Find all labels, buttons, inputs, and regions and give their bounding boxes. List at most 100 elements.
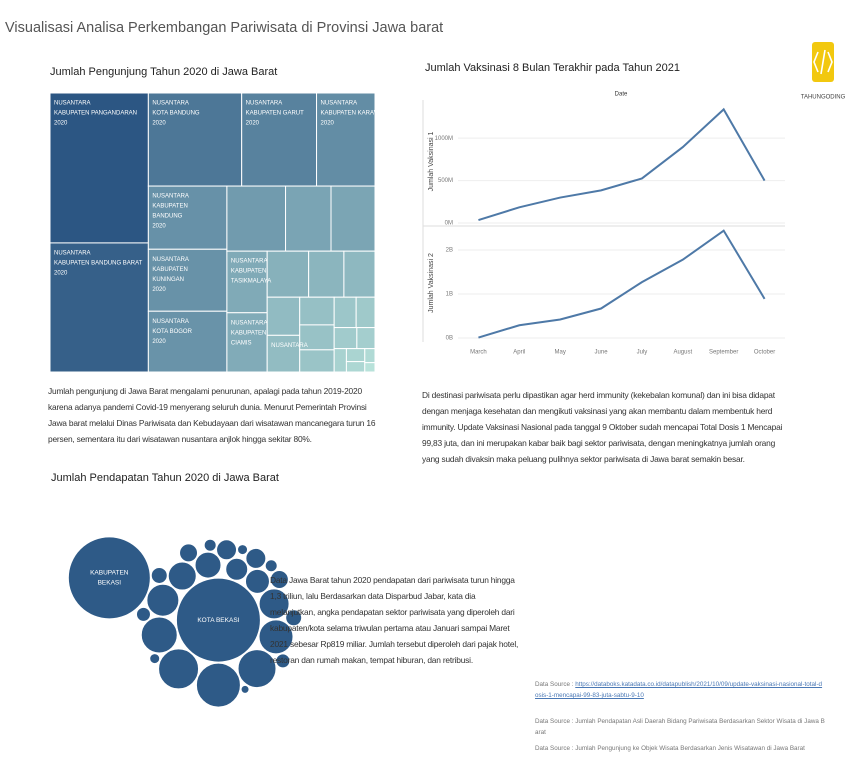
treemap-cell <box>226 185 287 252</box>
cell-label: 2020 <box>54 271 68 277</box>
bubble <box>285 609 303 627</box>
source-prefix: Data Source : <box>535 681 574 688</box>
bubble <box>225 557 249 581</box>
chart-title: Jumlah Pengunjung Tahun 2020 di Jawa Bar… <box>50 66 277 78</box>
logo: TAHUNGODING <box>801 42 846 101</box>
x-tick-label: June <box>595 350 609 356</box>
paragraph: Data Jawa Barat tahun 2020 pendapatan da… <box>270 575 519 665</box>
cell-label: BANDUNG <box>152 214 182 220</box>
bubble <box>167 561 197 591</box>
series-line <box>478 107 766 221</box>
bubble <box>158 648 200 690</box>
cell-label: KOTA BOGOR <box>152 329 192 335</box>
treemap-cell <box>299 296 335 326</box>
cell-label: CIAMIS <box>231 340 252 346</box>
treemap-cell <box>147 248 228 312</box>
treemap-cell <box>345 361 366 373</box>
chart-title: Jumlah Pendapatan Tahun 2020 di Jawa Bar… <box>51 472 279 484</box>
cell-label: 2020 <box>152 339 166 345</box>
source: Data Source : Jumlah Pendapatan Asli Dae… <box>535 716 825 738</box>
cell-label: NUSANTARA <box>152 101 189 107</box>
bubble <box>175 577 261 663</box>
bubble <box>135 606 151 622</box>
bubble <box>146 583 180 617</box>
paragraph: Jumlah pengunjung di Jawa Barat mengalam… <box>48 386 376 444</box>
paragraph: Di destinasi pariwisata perlu dipastikan… <box>422 390 783 464</box>
bubble <box>237 544 249 556</box>
treemap-cell <box>266 334 301 373</box>
x-tick-label: May <box>555 350 566 356</box>
x-tick-label: July <box>637 350 648 356</box>
treemap-cell <box>345 348 366 363</box>
cell-label: NUSANTARA <box>152 194 189 200</box>
treemap-cell <box>285 185 332 252</box>
treemap-cell <box>49 242 149 373</box>
treemap-cell <box>364 362 376 373</box>
y-tick-label: 500M <box>438 178 453 184</box>
cell-label: 2020 <box>152 121 166 127</box>
x-tick-label: April <box>513 350 525 356</box>
cell-label: KABUPATEN <box>152 204 187 210</box>
treemap-cell <box>364 348 376 364</box>
bubble <box>150 566 168 584</box>
cell-label: NUSANTARA <box>271 343 308 349</box>
bubble <box>269 569 289 589</box>
cell-label: TASIKMALAYA <box>231 279 271 285</box>
page-title: Visualisasi Analisa Perkembangan Pariwis… <box>5 20 443 36</box>
series-line <box>478 229 766 339</box>
cell-label: 2020 <box>321 121 335 127</box>
cell-label: KABUPATEN <box>231 330 266 336</box>
bubble <box>245 547 267 569</box>
cell-label: KABUPATEN KARAWANG <box>321 111 393 117</box>
treemap-cell <box>266 296 301 336</box>
cell-label: KABUPATEN <box>152 267 187 273</box>
cell-label: NUSANTARA <box>152 257 189 263</box>
treemap-cell <box>49 92 149 244</box>
y-tick-label: 0M <box>445 221 453 227</box>
cell-label: 2020 <box>152 287 166 293</box>
treemap-cell <box>356 327 376 350</box>
bubble <box>140 616 178 654</box>
bubble <box>240 684 250 694</box>
bubble <box>149 653 161 665</box>
bubble <box>258 619 294 655</box>
cell-label: KOTA BANDUNG <box>152 111 200 117</box>
cell-label: NUSANTARA <box>231 259 268 265</box>
treemap-cell <box>241 92 318 187</box>
treemap-cell <box>308 250 345 298</box>
cell-label: KABUPATEN PANGANDARAN <box>54 111 137 117</box>
source-prefix: Data Source : <box>535 718 574 725</box>
treemap-cell <box>333 327 358 350</box>
cell-label: NUSANTARA <box>54 251 91 257</box>
bubble <box>195 662 241 708</box>
source-link[interactable]: https://databoks.katadata.co.id/datapubl… <box>535 681 823 699</box>
bubble <box>179 543 199 563</box>
source: Data Source : https://databoks.katadata.… <box>535 679 825 701</box>
bubble <box>244 568 270 594</box>
treemap-cell <box>226 312 268 373</box>
treemap-cell <box>355 296 376 329</box>
treemap-cell <box>299 349 335 373</box>
y-axis-title: Jumlah Vaksinasi 1 <box>428 132 435 192</box>
bubble <box>194 551 222 579</box>
chart-title: Jumlah Vaksinasi 8 Bulan Terakhir pada T… <box>425 62 680 74</box>
treemap-cell <box>316 92 376 187</box>
cell-label: KABUPATEN BANDUNG BARAT <box>54 261 143 267</box>
x-tick-label: September <box>709 350 738 356</box>
bubble <box>275 653 291 669</box>
cell-label: 2020 <box>152 224 166 230</box>
cell-label: NUSANTARA <box>246 101 283 107</box>
bubble <box>237 649 277 689</box>
cell-label: NUSANTARA <box>152 319 189 325</box>
source-text: Jumlah Pengunjung ke Objek Wisata Berdas… <box>575 745 805 752</box>
cell-label: NUSANTARA <box>231 320 268 326</box>
treemap-cell <box>147 185 228 250</box>
treemap-cell <box>147 310 228 373</box>
treemap-cell <box>330 185 376 252</box>
y-tick-label: 1B <box>446 292 453 298</box>
treemap-cell <box>343 250 376 298</box>
cell-label: NUSANTARA <box>321 101 358 107</box>
treemap-cell <box>147 92 243 187</box>
